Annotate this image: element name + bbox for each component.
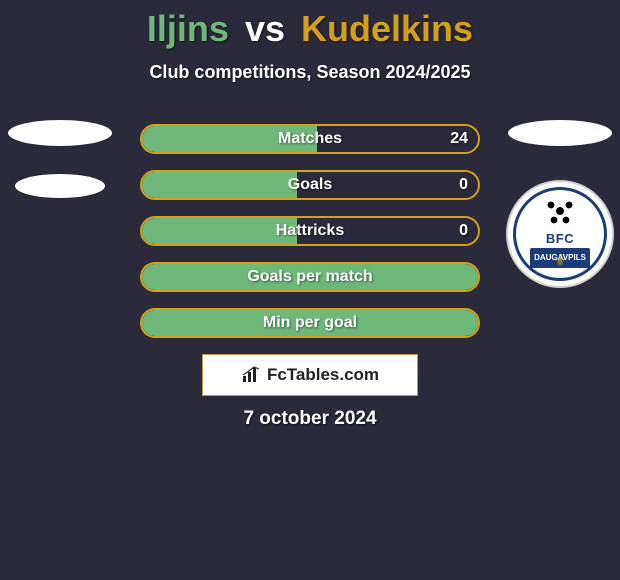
- chart-icon: [241, 366, 261, 384]
- stat-label: Goals per match: [142, 264, 478, 290]
- stat-bar: Min per goal: [140, 308, 480, 338]
- stat-bar: Goals per match: [140, 262, 480, 292]
- soccer-ball-icon: [545, 196, 575, 226]
- stat-value-right: 0: [459, 218, 468, 244]
- stat-label: Min per goal: [142, 310, 478, 336]
- stat-bar: Matches24: [140, 124, 480, 154]
- fleur-de-lis-icon: ⚜: [554, 253, 567, 270]
- club-badge-inner: BFC DAUGAVPILS ⚜: [513, 187, 607, 281]
- stat-value-right: 24: [450, 126, 468, 152]
- player1-name: Iljins: [147, 8, 229, 49]
- stat-value-right: 0: [459, 172, 468, 198]
- stat-label: Goals: [142, 172, 478, 198]
- player2-club-badge: BFC DAUGAVPILS ⚜: [506, 180, 614, 288]
- stat-label: Matches: [142, 126, 478, 152]
- left-avatar-column: [0, 120, 120, 226]
- date-label: 7 october 2024: [0, 408, 620, 430]
- player1-photo-placeholder: [8, 120, 112, 146]
- stat-bar: Hattricks0: [140, 216, 480, 246]
- stat-label: Hattricks: [142, 218, 478, 244]
- vs-label: vs: [245, 8, 285, 49]
- comparison-title: Iljins vs Kudelkins: [0, 0, 620, 50]
- club-badge-top-text: BFC: [546, 231, 574, 246]
- right-avatar-column: BFC DAUGAVPILS ⚜: [500, 120, 620, 288]
- site-label: FcTables.com: [267, 365, 379, 385]
- stat-bar: Goals0: [140, 170, 480, 200]
- stats-bars: Matches24Goals0Hattricks0Goals per match…: [140, 124, 480, 354]
- player2-name: Kudelkins: [301, 8, 473, 49]
- site-attribution[interactable]: FcTables.com: [202, 354, 418, 396]
- subtitle: Club competitions, Season 2024/2025: [0, 62, 620, 83]
- player1-club-placeholder: [15, 174, 105, 198]
- player2-photo-placeholder: [508, 120, 612, 146]
